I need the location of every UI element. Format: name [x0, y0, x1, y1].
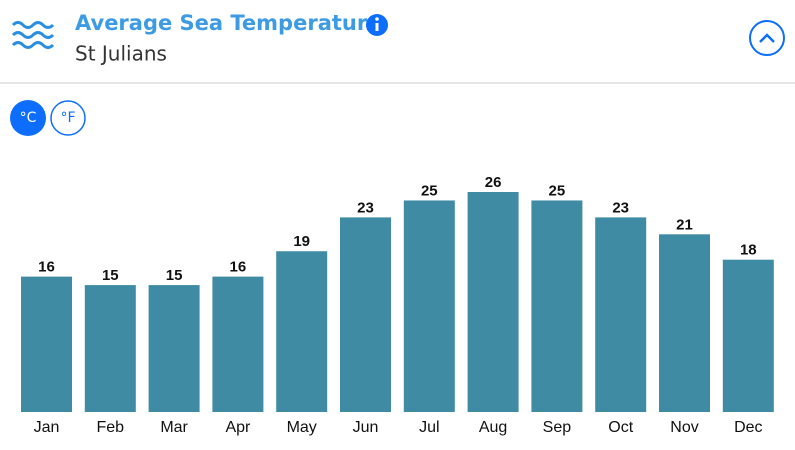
unit-label: °C: [20, 110, 37, 126]
value-label: 16: [38, 259, 55, 276]
x-tick-label: Dec: [734, 419, 762, 436]
x-tick-label: Sep: [543, 419, 572, 436]
unit-label: °F: [60, 110, 75, 126]
x-tick-label: Oct: [608, 419, 633, 436]
wave-icon: [11, 21, 55, 49]
bar: [148, 285, 200, 412]
x-tick-label: Jan: [34, 419, 60, 436]
x-tick-label: Aug: [479, 419, 507, 436]
bar: [531, 200, 583, 412]
value-label: 18: [740, 242, 757, 259]
title: Average Sea Temperature: [75, 11, 381, 35]
value-label: 15: [166, 267, 183, 284]
bar: [84, 285, 136, 412]
x-tick-label: Jul: [419, 419, 439, 436]
collapse-button[interactable]: [749, 20, 785, 56]
x-tick-label: May: [287, 419, 317, 436]
fahrenheit-button[interactable]: °F: [50, 100, 86, 136]
bar: [403, 200, 455, 412]
bar: [276, 251, 328, 412]
bar: [467, 192, 519, 412]
bar: [595, 217, 647, 412]
bar: [21, 276, 72, 412]
x-tick-label: Apr: [225, 419, 251, 436]
value-label: 25: [421, 182, 438, 199]
bar: [659, 234, 710, 412]
x-tick-label: Mar: [160, 419, 188, 436]
x-tick-label: Jun: [353, 419, 379, 436]
celsius-button[interactable]: °C: [10, 100, 46, 136]
bar: [722, 259, 774, 412]
x-tick-label: Feb: [97, 419, 125, 436]
value-label: 23: [357, 199, 374, 216]
x-tick-label: Nov: [670, 419, 698, 436]
bar: [212, 276, 264, 412]
value-label: 19: [293, 233, 310, 250]
value-label: 25: [549, 182, 566, 199]
value-label: 15: [102, 267, 119, 284]
subtitle: St Julians: [75, 42, 167, 66]
bar: [340, 217, 391, 412]
value-label: 26: [485, 174, 502, 191]
value-label: 16: [230, 259, 247, 276]
info-icon[interactable]: [366, 14, 388, 36]
value-label: 21: [676, 216, 693, 233]
value-label: 23: [612, 199, 629, 216]
